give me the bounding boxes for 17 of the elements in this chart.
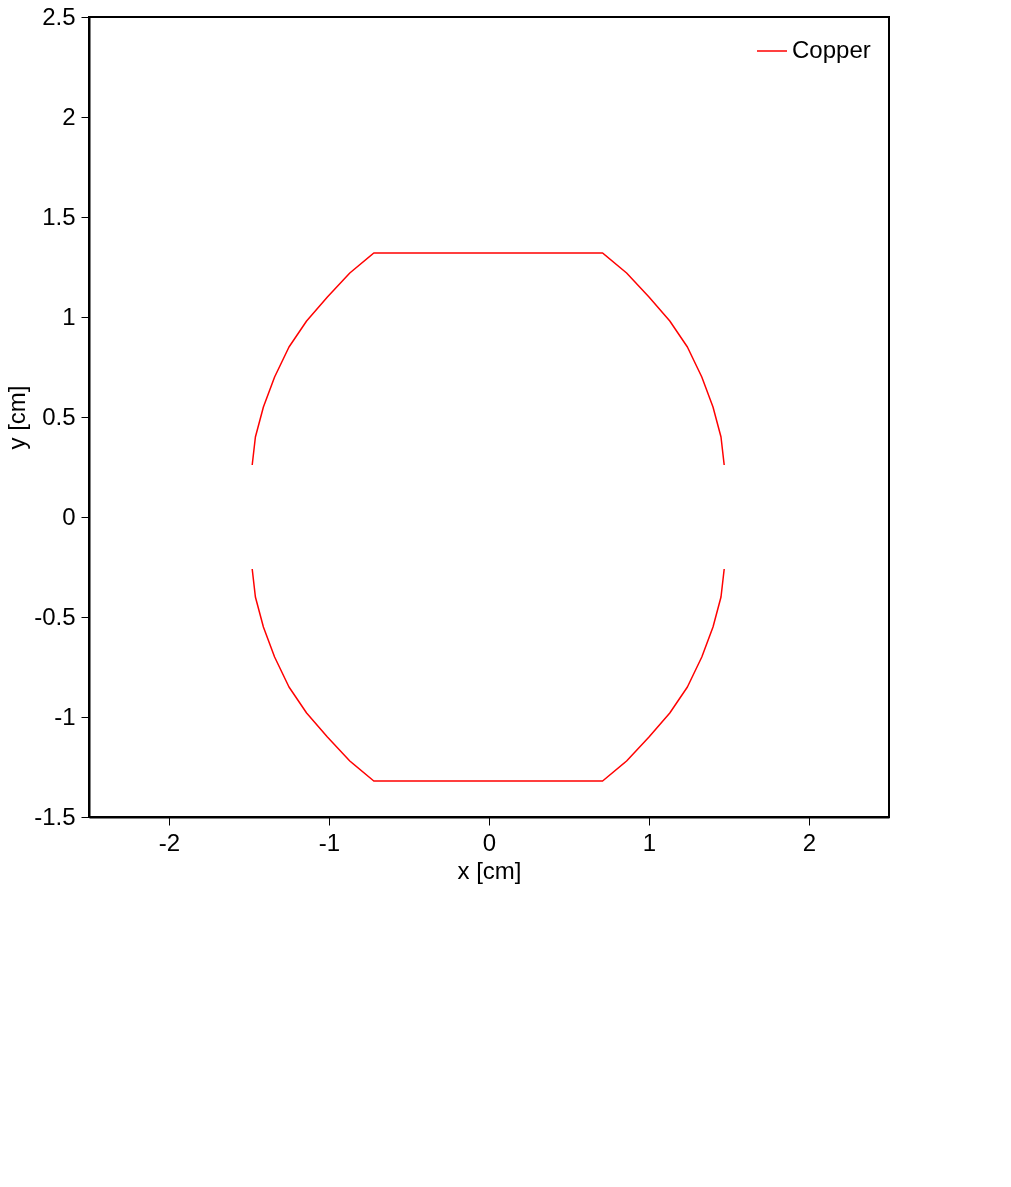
x-tick-label: 0 — [482, 828, 497, 856]
x-tick-label: -2 — [158, 828, 181, 856]
y-tick-label: -0.5 — [34, 602, 76, 630]
y-tick-label: 2.5 — [42, 2, 76, 30]
x-tick-label: 2 — [802, 828, 817, 856]
x-axis-title: x [cm] — [457, 856, 522, 884]
legend-label: Copper — [792, 36, 871, 63]
y-tick-label: 0 — [62, 502, 76, 530]
y-tick-label: -1 — [54, 702, 76, 730]
y-tick-label: 1 — [62, 302, 76, 330]
y-tick-label: -1.5 — [34, 802, 76, 830]
y-tick-label: 1.5 — [42, 202, 76, 230]
y-tick-label: 2 — [62, 102, 76, 130]
x-tick-label: -1 — [318, 828, 341, 856]
x-tick-label: 1 — [642, 828, 657, 856]
y-axis-title: y [cm] — [3, 385, 31, 450]
y-tick-label: 0.5 — [42, 402, 76, 430]
